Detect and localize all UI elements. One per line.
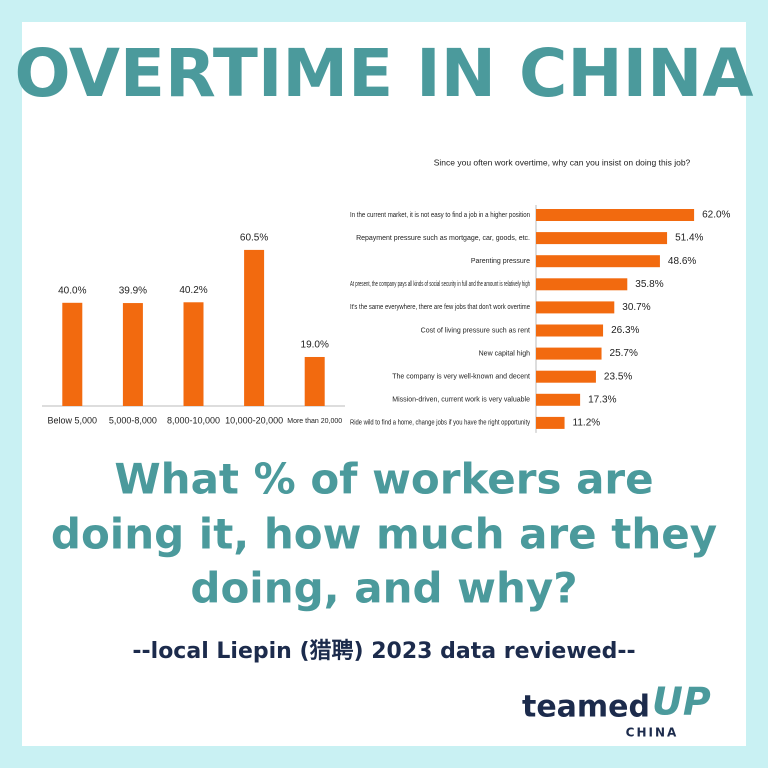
bar [536, 232, 668, 245]
bar [244, 249, 265, 406]
bar [536, 347, 602, 360]
subtitle-line: doing it, how much are they [51, 510, 717, 559]
value-label: 40.0% [58, 285, 86, 296]
x-tick-label: 10,000-20,000 [225, 415, 283, 425]
logo-accent: UP [652, 680, 711, 724]
y-tick-label: In the current market, it is not easy to… [350, 212, 530, 219]
subtitle-line: What % of workers are [114, 455, 653, 504]
value-label: 17.3% [588, 394, 616, 405]
y-tick-label: Parenting pressure [471, 258, 530, 265]
bar [536, 255, 660, 268]
bar [62, 302, 83, 406]
x-tick-label: Below 5,000 [48, 415, 98, 425]
bar [183, 302, 204, 406]
y-tick-label: Ride wild to find a home, change jobs if… [350, 420, 530, 427]
logo-main: teamed [522, 690, 650, 725]
bar [536, 370, 596, 383]
value-label: 23.5% [604, 371, 632, 382]
y-tick-label: The company is very well-known and decen… [392, 374, 530, 381]
bar [536, 393, 581, 406]
y-tick-label: At present, the company pays all kinds o… [350, 281, 530, 288]
logo-sub: CHINA [626, 726, 679, 740]
y-tick-label: Cost of living pressure such as rent [421, 327, 530, 334]
value-label: 60.5% [240, 233, 268, 244]
value-label: 48.6% [668, 256, 696, 267]
value-label: 25.7% [610, 348, 638, 359]
y-tick-label: Mission-driven, current work is very val… [392, 397, 530, 404]
y-tick-label: New capital high [479, 350, 530, 357]
bar [536, 324, 604, 337]
chart-title: Since you often work overtime, why can y… [434, 157, 691, 167]
value-label: 35.8% [635, 279, 663, 290]
y-tick-label: Repayment pressure such as mortgage, car… [356, 235, 530, 242]
bar [536, 416, 565, 429]
bar [536, 301, 615, 314]
x-tick-label: 8,000-10,000 [167, 415, 220, 425]
value-label: 19.0% [301, 340, 329, 351]
value-label: 62.0% [702, 210, 730, 221]
value-label: 11.2% [573, 418, 601, 429]
value-label: 51.4% [675, 233, 703, 244]
source: --local Liepin (猎聘) 2023 data reviewed-- [132, 639, 635, 664]
value-label: 39.9% [119, 286, 147, 297]
value-label: 26.3% [611, 325, 639, 336]
bar [536, 209, 695, 221]
y-tick-label: It's the same everywhere, there are few … [350, 304, 530, 311]
bar [304, 356, 325, 406]
value-label: 30.7% [622, 302, 650, 313]
bar [122, 303, 143, 406]
x-tick-label: 5,000-8,000 [109, 415, 157, 425]
value-label: 40.2% [179, 285, 207, 296]
title: OVERTIME IN CHINA [15, 35, 754, 112]
bar [536, 278, 628, 291]
x-tick-label: More than 20,000 [287, 418, 342, 425]
subtitle-line: doing, and why? [190, 564, 577, 613]
